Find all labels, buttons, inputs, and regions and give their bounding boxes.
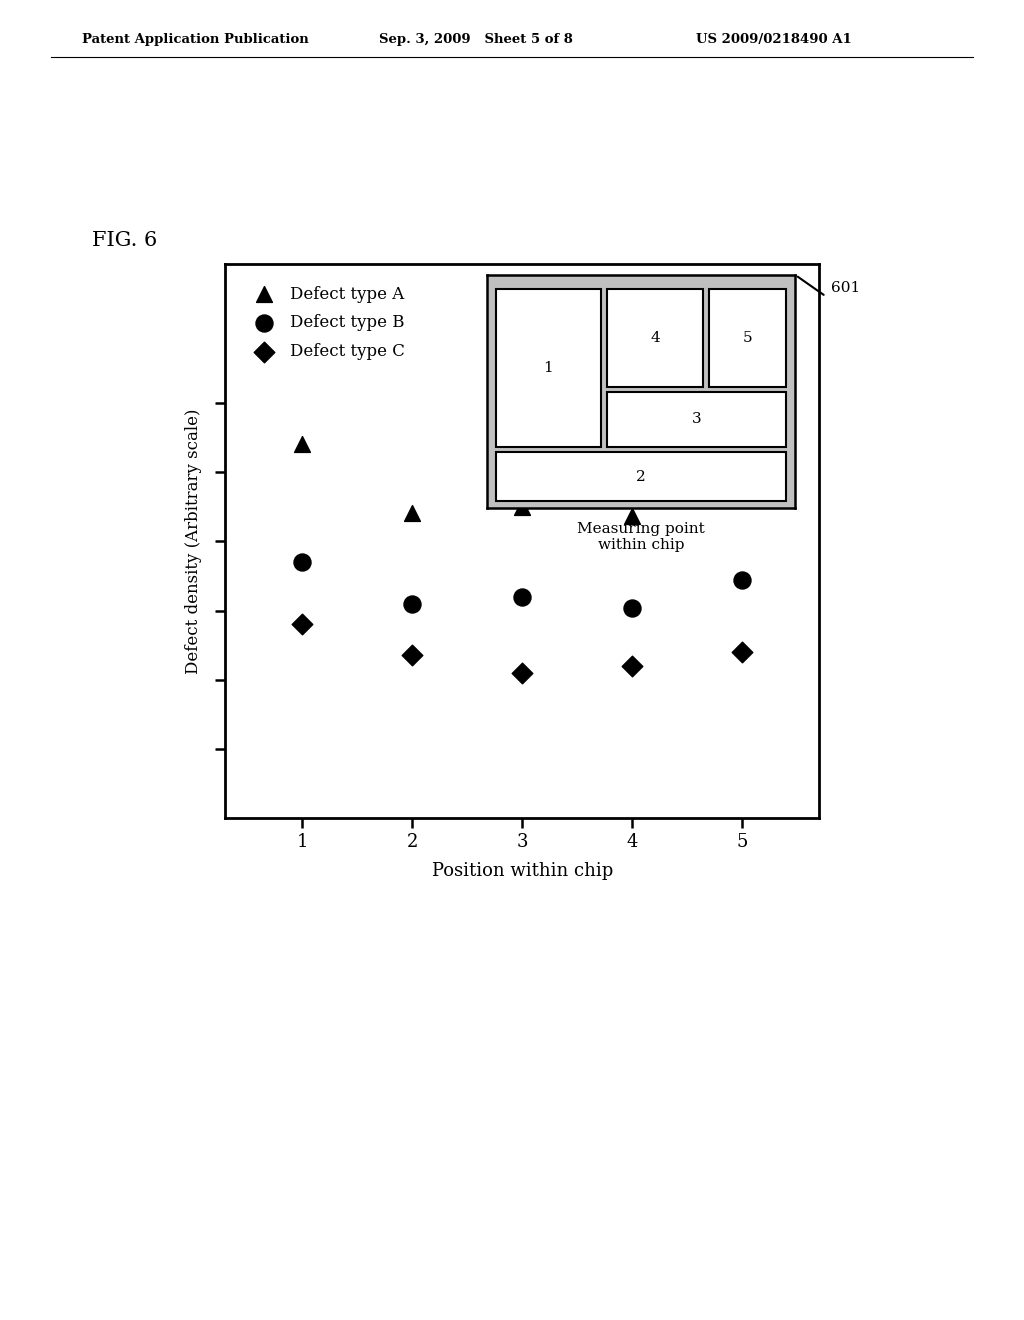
Point [404, 644, 421, 665]
Point [624, 655, 640, 676]
Point [514, 586, 530, 607]
Point [294, 433, 310, 454]
Point [734, 569, 751, 590]
Text: FIG. 6: FIG. 6 [92, 231, 158, 249]
Point [734, 441, 751, 462]
Text: Measuring point
within chip: Measuring point within chip [578, 521, 705, 552]
Point [734, 642, 751, 663]
Point [624, 597, 640, 618]
Point [514, 663, 530, 684]
Text: Patent Application Publication: Patent Application Publication [82, 33, 308, 46]
Point [404, 503, 421, 524]
Point [514, 496, 530, 517]
X-axis label: Position within chip: Position within chip [431, 862, 613, 880]
Y-axis label: Defect density (Arbitrary scale): Defect density (Arbitrary scale) [185, 408, 203, 675]
Legend: Defect type A, Defect type B, Defect type C: Defect type A, Defect type B, Defect typ… [233, 272, 419, 374]
Point [624, 506, 640, 527]
Point [404, 593, 421, 614]
Text: US 2009/0218490 A1: US 2009/0218490 A1 [696, 33, 852, 46]
Point [294, 614, 310, 635]
Text: 601: 601 [831, 281, 860, 294]
Point [294, 552, 310, 573]
Text: Sep. 3, 2009   Sheet 5 of 8: Sep. 3, 2009 Sheet 5 of 8 [379, 33, 572, 46]
